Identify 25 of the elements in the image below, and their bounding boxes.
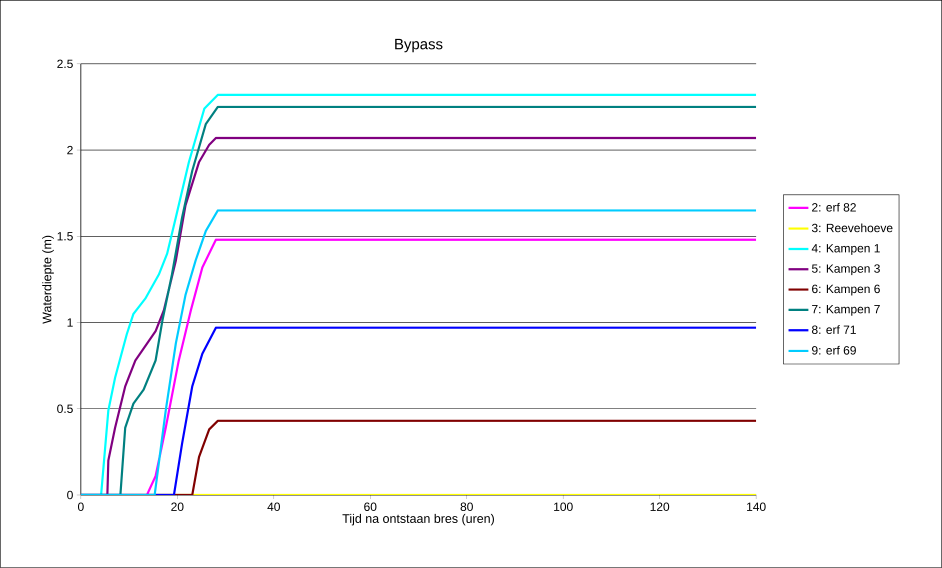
legend-label: 2: erf 82 [812,202,856,212]
y-tick-label: 2 [67,146,73,154]
x-tick-label: 40 [267,502,280,512]
y-tick-label: 1.5 [58,232,73,241]
x-tick-label: 140 [747,502,766,512]
legend-label: 9: erf 69 [812,346,856,355]
legend-label: 4: Kampen 1 [812,244,880,255]
y-tick-label: 0 [67,490,73,500]
legend-label: 5: Kampen 3 [812,264,880,276]
y-tick-label: 2.5 [57,60,73,68]
legend-label: 8: erf 71 [812,325,856,334]
chart-title: Bypass [395,39,442,52]
x-tick-label: 120 [650,502,670,512]
x-tick-label: 0 [78,502,84,512]
x-axis-title: Tijd na ontstaan bres (uren) [342,514,494,526]
legend-label: 7: Kampen 7 [812,305,880,316]
x-tick-label: 100 [554,502,573,512]
x-tick-label: 80 [460,502,473,512]
legend-label: 3: Reevehoeve [812,224,892,232]
legend-label: 6: Kampen 6 [812,284,880,296]
x-tick-label: 20 [171,502,184,512]
y-tick-label: 0.5 [57,404,73,414]
y-axis-title: Waterdiepte (m) [42,236,54,324]
y-tick-label: 1 [68,318,73,327]
x-tick-label: 60 [364,502,376,512]
